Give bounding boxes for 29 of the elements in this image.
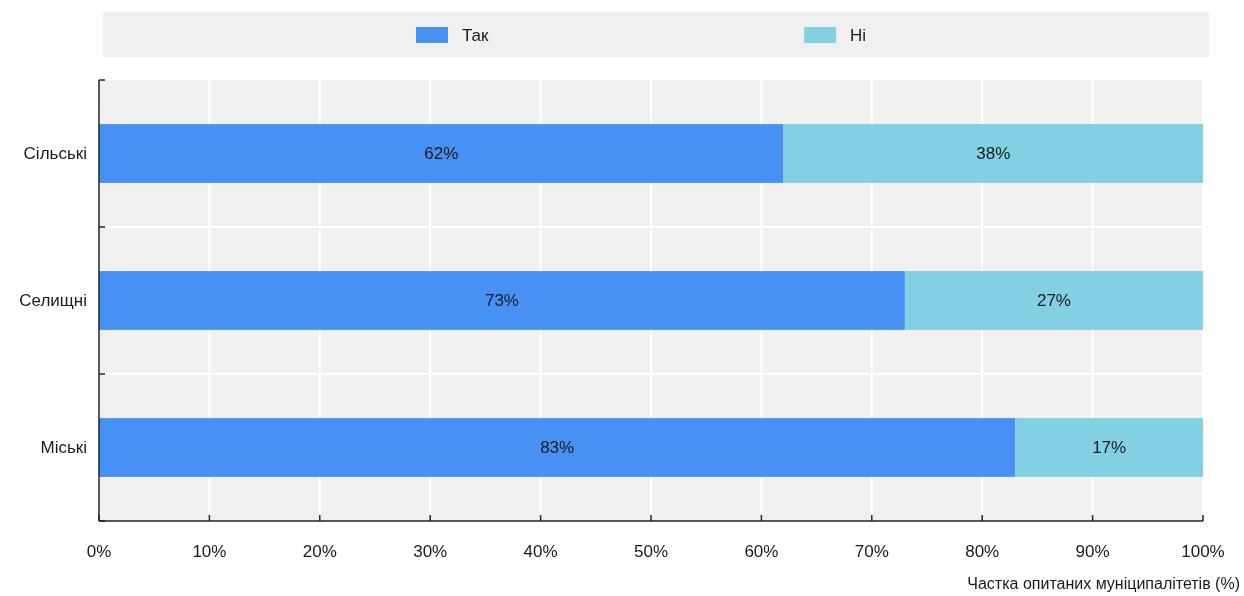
legend-label: Ні — [850, 25, 867, 45]
data-label: 38% — [976, 144, 1011, 163]
bar — [783, 124, 1203, 183]
bar — [99, 271, 905, 330]
bar — [904, 271, 1203, 330]
x-tick-label: 10% — [192, 541, 227, 561]
x-tick-label: 60% — [744, 541, 779, 561]
x-tick-label: 70% — [854, 541, 889, 561]
x-tick-label: 50% — [633, 541, 669, 561]
bar — [99, 418, 1016, 477]
x-tick-label: 40% — [523, 541, 558, 561]
x-tick-label: 100% — [1181, 541, 1225, 561]
data-label: 27% — [1036, 291, 1071, 310]
bar — [1015, 418, 1203, 477]
data-label: 73% — [484, 291, 519, 310]
x-tick-label: 0% — [86, 541, 112, 561]
bar — [99, 124, 784, 183]
x-tick-label: 30% — [413, 541, 448, 561]
y-tick-label: Міські — [40, 438, 87, 457]
legend-label: Так — [462, 25, 490, 45]
y-tick-label: Селищні — [19, 291, 87, 310]
y-tick-label: Сільські — [23, 144, 87, 163]
x-tick-label: 80% — [965, 541, 1000, 561]
data-label: 17% — [1092, 438, 1127, 457]
x-tick-label: 20% — [302, 541, 337, 561]
x-tick-label: 90% — [1075, 541, 1110, 561]
data-label: 83% — [540, 438, 575, 457]
x-axis-title: Частка опитаних муніципалітетів (%) — [967, 574, 1240, 592]
data-label: 62% — [424, 144, 459, 163]
